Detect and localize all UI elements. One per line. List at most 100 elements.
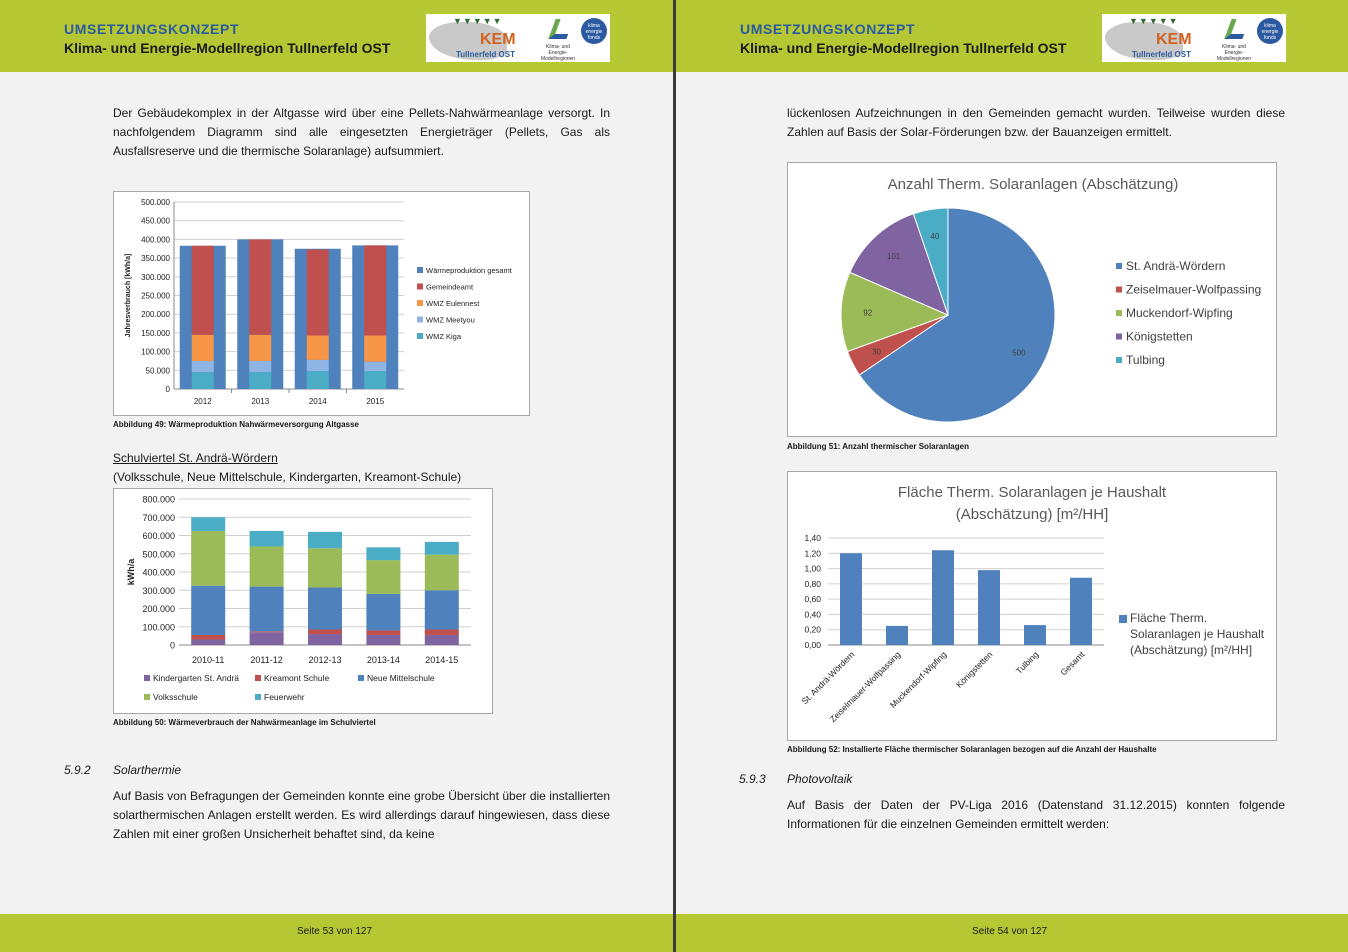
- header-title: UMSETZUNGSKONZEPT: [740, 21, 916, 37]
- caption-49: Abbildung 49: Wärmeproduktion Nahwärmeve…: [113, 420, 359, 429]
- chart-50: 0 100.000 200.000 300.000 400.000 500.000 600.…: [126, 495, 471, 702]
- bar-segment: [306, 249, 329, 336]
- kem-logo: ▼▼▼▼▼ KEM Tullnerfeld OST Klima- und Ene…: [1102, 14, 1286, 62]
- bar-segment: [424, 590, 459, 630]
- legend-marker: [417, 316, 423, 323]
- y-tick-label: 0: [166, 385, 171, 394]
- coat-of-arms-icon: ▼▼▼▼▼: [453, 16, 503, 26]
- y-tick-label: 0: [170, 641, 175, 651]
- chart-title: Fläche Therm. Solaranlagen je Haushalt: [898, 484, 1167, 501]
- bar-segment: [424, 541, 459, 555]
- legend-marker: [144, 675, 150, 681]
- legend-label: Feuerwehr: [264, 692, 305, 702]
- bar-segment: [364, 361, 387, 372]
- legend-label: Tulbing: [1126, 353, 1165, 367]
- kem-wing-icon: [1224, 19, 1250, 39]
- y-tick-label: 150.000: [141, 329, 170, 338]
- pie-slice: [849, 213, 949, 316]
- bar-segment: [249, 631, 284, 633]
- y-tick-label: 0,20: [804, 625, 821, 635]
- x-tick-label: 2014: [309, 397, 327, 406]
- bar-segment: [191, 372, 214, 389]
- legend-label: Königstetten: [1126, 330, 1193, 344]
- y-tick-label: 500.000: [142, 549, 175, 559]
- caption-52: Abbildung 52: Installierte Fläche thermi…: [787, 745, 1157, 754]
- y-tick-label: 0,80: [804, 579, 821, 589]
- header-subtitle: Klima- und Energie-Modellregion Tullnerf…: [740, 40, 1067, 56]
- y-tick-label: 200.000: [141, 310, 170, 319]
- y-tick-label: 1,40: [804, 533, 821, 543]
- x-tick-label: 2012-13: [308, 655, 341, 665]
- y-axis-label: Jahresverbrauch [kWh/a]: [125, 254, 132, 338]
- legend-marker: [417, 283, 423, 290]
- data-label: 40: [930, 232, 939, 241]
- kem-wing-icon: [548, 19, 574, 39]
- y-tick-label: 1,00: [804, 564, 821, 574]
- chart-52-box: Fläche Therm. Solaranlagen je Haushalt (A…: [787, 471, 1277, 741]
- x-tick-label: 2014-15: [425, 655, 458, 665]
- bar-segment: [424, 629, 459, 635]
- x-tick-label: Gesamt: [1058, 649, 1087, 678]
- y-tick-label: 100.000: [141, 348, 170, 357]
- bar: [932, 550, 954, 645]
- y-tick-label: 450.000: [141, 217, 170, 226]
- caption-50: Abbildung 50: Wärmeverbrauch der Nahwärm…: [113, 718, 376, 727]
- bar-segment: [249, 530, 284, 547]
- bar-segment: [308, 634, 342, 645]
- y-tick-label: 0,00: [804, 640, 821, 650]
- pie-slice: [840, 271, 950, 353]
- chart-title: (Abschätzung) [m²/HH]: [956, 506, 1109, 523]
- y-tick-label: 400.000: [142, 568, 175, 578]
- legend-label: Wärmeproduktion gesamt: [426, 266, 513, 275]
- legend-label: WMZ Meetyou: [426, 316, 475, 325]
- header-title: UMSETZUNGSKONZEPT: [64, 21, 240, 37]
- legend-marker: [417, 333, 423, 339]
- legend-label: Volksschule: [153, 692, 198, 702]
- bar-segment: [308, 531, 342, 549]
- x-tick-label: 2015: [366, 397, 384, 406]
- legend-label: Solaranlagen je Haushalt: [1130, 627, 1265, 641]
- page-number: Seite 53 von 127: [297, 926, 373, 937]
- legend-marker: [1116, 333, 1122, 340]
- bar-segment: [306, 359, 329, 372]
- kem-logo: ▼▼▼▼▼ KEM Tullnerfeld OST Klima- und Ene…: [426, 14, 610, 62]
- bar-segment: [191, 334, 214, 361]
- bar-segment: [366, 593, 401, 631]
- section-title: Solarthermie: [113, 763, 182, 777]
- data-label: 500: [1012, 349, 1026, 358]
- bar-segment: [191, 585, 226, 635]
- legend-label: St. Andrä-Wördern: [1126, 259, 1225, 273]
- bar-segment: [308, 548, 342, 588]
- bar: [1024, 625, 1046, 645]
- schulviertel-subtitle: (Volksschule, Neue Mittelschule, Kinderg…: [113, 470, 462, 484]
- y-tick-label: 300.000: [142, 586, 175, 596]
- y-tick-label: 350.000: [141, 254, 170, 263]
- header-subtitle: Klima- und Energie-Modellregion Tullnerf…: [64, 40, 391, 56]
- bar-segment: [306, 335, 329, 360]
- section-number: 5.9.2: [64, 763, 91, 777]
- chart-title: Anzahl Therm. Solaranlagen (Abschätzung): [888, 176, 1179, 193]
- y-tick-label: 0,40: [804, 609, 821, 619]
- bar-segment: [308, 587, 342, 630]
- chart-52: Fläche Therm. Solaranlagen je Haushalt (A…: [800, 484, 1265, 724]
- paragraph-intro: Der Gebäudekomplex in der Altgasse wird …: [113, 106, 610, 158]
- page-footer: Seite 53 von 127: [0, 914, 673, 952]
- chart-49: 0 50.000 100.000 150.000 200.000 250.000 300.0…: [125, 198, 513, 406]
- legend-marker: [1119, 615, 1127, 623]
- legend-label: Kindergarten St. Andrä: [153, 673, 239, 683]
- bar-segment: [308, 629, 342, 635]
- bar-segment: [249, 239, 272, 335]
- legend-label: Kreamont Schule: [264, 673, 329, 683]
- bar-segment: [191, 245, 214, 335]
- legend-marker: [417, 267, 423, 273]
- legend-label: Zeiselmauer-Wolfpassing: [1126, 283, 1261, 297]
- y-tick-label: 0,60: [804, 594, 821, 604]
- chart-51: Anzahl Therm. Solaranlagen (Abschätzung)…: [840, 176, 1261, 423]
- coat-of-arms-icon: ▼▼▼▼▼: [1129, 16, 1179, 26]
- y-tick-label: 600.000: [142, 531, 175, 541]
- page-footer: Seite 54 von 127: [676, 914, 1348, 952]
- y-tick-label: 400.000: [141, 235, 170, 244]
- paragraph-continued: lückenlosen Aufzeichnungen in den Gemein…: [787, 106, 1285, 139]
- legend-label: WMZ Kiga: [426, 332, 462, 341]
- legend-label: Neue Mittelschule: [367, 673, 435, 683]
